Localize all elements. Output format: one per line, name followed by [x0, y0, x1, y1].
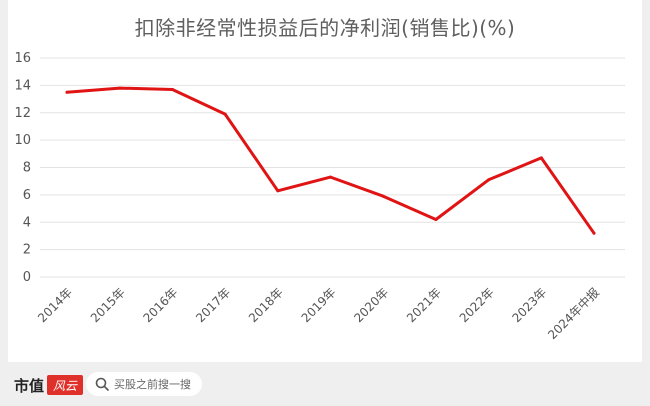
series-layer — [65, 86, 596, 235]
brand-mark-text: 风云 — [53, 378, 78, 393]
x-tick-label: 2018年 — [246, 285, 286, 325]
search-icon — [95, 377, 109, 391]
y-tick-label: 16 — [14, 51, 31, 66]
data-point — [65, 90, 69, 94]
x-axis-ticks: 2014年 2015年 2016年 2017年 2018年 2019年 2020年 2021年… — [35, 285, 602, 343]
series-line — [65, 86, 596, 235]
search-placeholder: 买股之前搜一搜 — [114, 378, 191, 391]
y-tick-label: 12 — [14, 106, 31, 121]
data-point — [276, 189, 280, 193]
x-tick-label: 2019年 — [299, 285, 339, 325]
data-point — [170, 87, 174, 91]
data-point — [487, 178, 491, 182]
gridlines — [40, 57, 625, 278]
data-point — [592, 231, 596, 235]
chart-title: 扣除非经常性损益后的净利润(销售比)(%) — [134, 16, 516, 40]
y-tick-label: 0 — [23, 270, 31, 285]
x-tick-label: 2020年 — [351, 285, 391, 325]
x-tick-label: 2016年 — [141, 285, 181, 325]
y-tick-label: 2 — [23, 243, 31, 258]
brand-name: 市值 — [14, 376, 45, 395]
y-tick-label: 10 — [14, 133, 31, 148]
brand-logo: 市值 风云 — [14, 374, 84, 396]
search-box[interactable]: 买股之前搜一搜 — [86, 372, 202, 396]
y-tick-label: 14 — [14, 78, 31, 93]
y-axis-ticks: 0 2 4 6 8 10 12 14 16 — [14, 51, 31, 285]
y-tick-label: 8 — [23, 161, 31, 176]
data-point — [381, 194, 385, 198]
x-tick-label: 2021年 — [404, 285, 444, 325]
y-tick-label: 4 — [23, 215, 31, 230]
x-tick-label: 2023年 — [509, 285, 549, 325]
x-tick-label: 2015年 — [88, 285, 128, 325]
data-point — [434, 218, 438, 222]
y-tick-label: 6 — [23, 188, 31, 203]
chart-card — [8, 0, 642, 362]
data-point — [539, 156, 543, 160]
data-point — [329, 175, 332, 179]
data-point — [223, 112, 227, 116]
x-tick-label: 2017年 — [193, 285, 233, 325]
x-tick-label: 2024年中报 — [544, 285, 602, 343]
data-point — [118, 86, 122, 90]
x-tick-label: 2022年 — [457, 285, 497, 325]
footer-bar: 市值 风云 买股之前搜一搜 — [0, 366, 650, 406]
brand-mark: 风云 — [47, 375, 84, 395]
x-tick-label: 2014年 — [35, 285, 75, 325]
